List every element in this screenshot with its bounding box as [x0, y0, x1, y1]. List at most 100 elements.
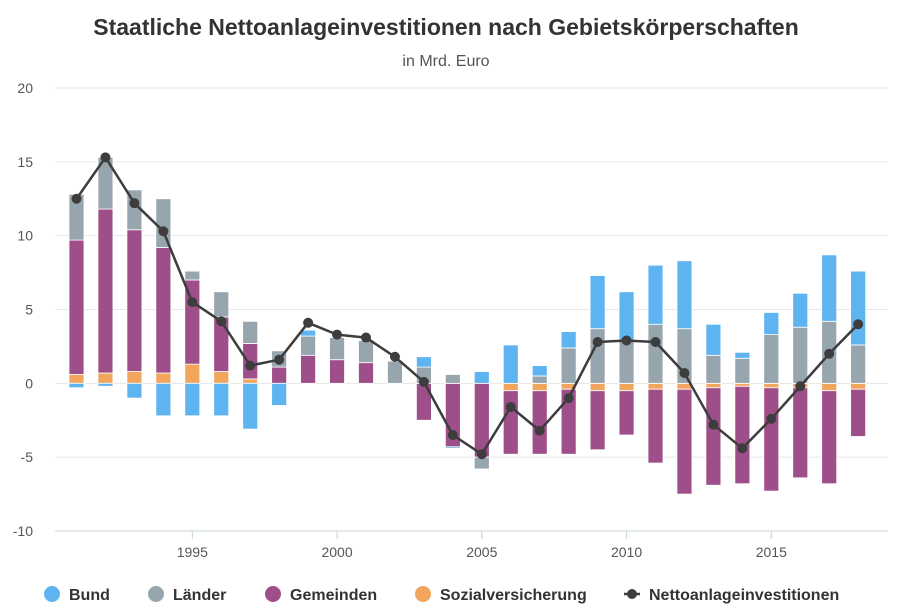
bar-gemeinden-1995	[184, 279, 201, 365]
bar-länder-2009	[589, 328, 606, 384]
total-point-2009	[592, 336, 603, 347]
bar-länder-1995	[184, 270, 201, 281]
bar-sozialversicherung-1996	[213, 371, 230, 384]
bar-bund-2009	[589, 275, 606, 330]
legend-label: Bund	[69, 587, 110, 604]
bar-sozialversicherung-2009	[589, 382, 606, 392]
y-tick-label: -10	[13, 523, 33, 539]
bar-sozialversicherung-1994	[155, 372, 172, 384]
y-tick-label: 5	[25, 302, 33, 318]
bar-gemeinden-2007	[531, 390, 548, 455]
total-point-2013	[708, 419, 719, 430]
total-point-2003	[418, 376, 429, 387]
bar-länder-2007	[531, 375, 548, 384]
legend-item-bund[interactable]: Bund	[44, 586, 110, 604]
bar-gemeinden-1992	[97, 208, 114, 374]
bar-länder-2014	[734, 357, 751, 384]
legend-marker-icon	[265, 586, 281, 602]
total-point-2008	[563, 393, 574, 404]
bar-länder-2011	[647, 323, 664, 384]
bar-gemeinden-2000	[329, 359, 345, 384]
y-tick-label: -5	[21, 449, 34, 465]
bar-bund-2018	[850, 270, 867, 346]
total-point-1996	[216, 316, 227, 327]
total-point-1993	[129, 198, 140, 209]
total-point-2000	[332, 329, 343, 340]
bar-sozialversicherung-2015	[763, 382, 780, 389]
legend-marker-icon	[148, 586, 164, 602]
bar-länder-2018	[850, 344, 867, 384]
bar-sozialversicherung-1991	[68, 374, 85, 384]
bar-gemeinden-2010	[618, 390, 635, 436]
total-point-1998	[274, 354, 285, 365]
bar-sozialversicherung-2013	[705, 382, 722, 389]
bar-länder-2008	[560, 347, 577, 384]
bar-bund-2011	[647, 264, 664, 325]
bar-gemeinden-1993	[126, 229, 143, 372]
bar-gemeinden-2008	[560, 388, 577, 455]
bar-bund-2016	[792, 292, 809, 328]
bar-bund-2006	[502, 344, 519, 384]
total-point-2001	[361, 332, 371, 343]
total-point-2018	[853, 319, 864, 330]
legend-item-gemeinden[interactable]: Gemeinden	[265, 586, 377, 604]
legend-marker-icon	[415, 586, 431, 602]
x-tick-label: 2000	[321, 544, 352, 560]
legend[interactable]: Bund Länder Gemeinden Sozialversicherung Net…	[44, 586, 839, 604]
bar-länder-1997	[242, 320, 259, 344]
bar-sozialversicherung-2007	[531, 382, 548, 392]
bar-länder-2004	[444, 374, 461, 384]
bar-gemeinden-2018	[850, 388, 867, 437]
total-point-2015	[766, 413, 777, 424]
bar-länder-2002	[387, 360, 403, 384]
legend-marker-icon	[44, 586, 60, 602]
total-line-path	[75, 156, 859, 456]
total-point-1991	[71, 193, 82, 204]
legend-item-länder[interactable]: Länder	[148, 586, 226, 604]
y-tick-label: 0	[25, 375, 33, 391]
bar-bund-2014	[734, 351, 751, 359]
bar-bund-1997	[242, 382, 259, 430]
total-point-2016	[795, 381, 806, 392]
bar-gemeinden-1999	[300, 354, 317, 384]
chart-title: Staatliche Nettoanlageinvestitionen nach…	[93, 14, 799, 40]
bar-gemeinden-2013	[705, 387, 722, 486]
bar-gemeinden-2001	[358, 362, 374, 384]
legend-marker-icon	[627, 589, 637, 599]
total-line	[71, 152, 864, 460]
total-point-2017	[824, 348, 835, 359]
legend-item-nettoanlageinvestitionen[interactable]: Nettoanlageinvestitionen	[624, 587, 839, 604]
total-point-1992	[100, 152, 111, 163]
legend-label: Nettoanlageinvestitionen	[649, 587, 839, 604]
bar-bund-2012	[676, 260, 693, 330]
y-tick-label: 10	[17, 228, 33, 244]
bar-bund-2008	[560, 331, 577, 349]
total-point-2002	[389, 351, 400, 362]
bar-gemeinden-2006	[502, 390, 519, 455]
bar-bund-2003	[415, 356, 432, 368]
bar-gemeinden-2015	[763, 387, 780, 492]
bar-länder-2010	[618, 340, 635, 384]
x-tick-label: 2005	[466, 544, 497, 560]
total-point-2012	[679, 367, 690, 378]
x-tick-label: 2015	[756, 544, 787, 560]
total-point-2014	[737, 443, 748, 454]
total-point-2010	[621, 335, 632, 346]
bar-länder-2016	[792, 326, 809, 384]
bar-länder-1994	[155, 198, 172, 248]
bar-gemeinden-2016	[792, 387, 809, 479]
bar-bund-2015	[763, 312, 780, 336]
bar-länder-2015	[763, 334, 780, 384]
total-point-2005	[476, 449, 487, 460]
bar-bund-2004	[444, 446, 461, 449]
bar-bund-1993	[126, 382, 143, 399]
bar-sozialversicherung-2011	[647, 382, 664, 390]
bar-sozialversicherung-1997	[242, 378, 259, 384]
legend-label: Sozialversicherung	[440, 587, 587, 604]
bar-sozialversicherung-2010	[618, 382, 635, 392]
bar-bund-2010	[618, 291, 635, 341]
legend-item-sozialversicherung[interactable]: Sozialversicherung	[415, 586, 587, 604]
total-point-2007	[534, 425, 545, 436]
bar-gemeinden-2011	[647, 388, 664, 464]
